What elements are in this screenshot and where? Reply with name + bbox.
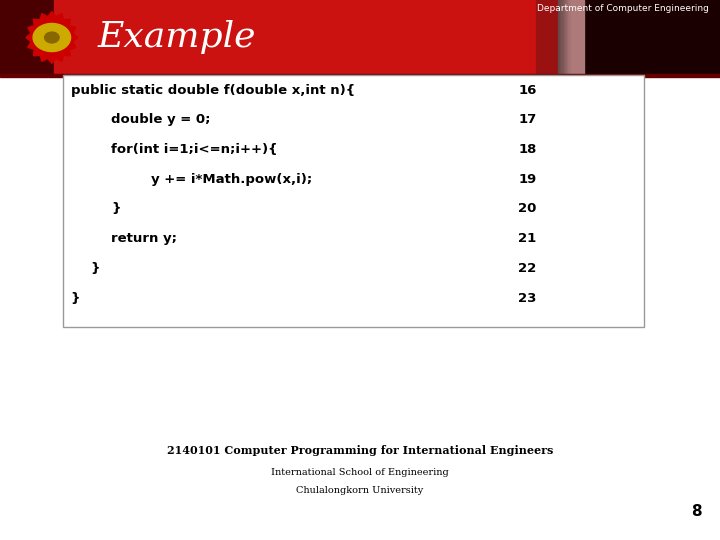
Bar xyxy=(564,0,577,75)
Text: International School of Engineering: International School of Engineering xyxy=(271,468,449,477)
Text: 17: 17 xyxy=(518,113,536,126)
Text: 22: 22 xyxy=(518,262,536,275)
Bar xyxy=(0,0,720,75)
Bar xyxy=(562,0,576,75)
Text: for(int i=1;i<=n;i++){: for(int i=1;i<=n;i++){ xyxy=(111,143,277,156)
Bar xyxy=(536,0,558,75)
Circle shape xyxy=(45,32,59,43)
Text: }: } xyxy=(91,262,100,275)
Text: 8: 8 xyxy=(691,504,702,519)
Text: }: } xyxy=(111,202,120,215)
Bar xyxy=(559,0,573,75)
Bar xyxy=(568,0,582,75)
Text: public static double f(double x,int n){: public static double f(double x,int n){ xyxy=(71,84,355,97)
Circle shape xyxy=(33,23,71,51)
FancyBboxPatch shape xyxy=(63,75,644,327)
Text: Example: Example xyxy=(97,21,256,55)
Text: 18: 18 xyxy=(518,143,537,156)
Bar xyxy=(570,0,584,75)
Bar xyxy=(54,0,536,75)
Bar xyxy=(562,0,575,75)
Bar xyxy=(570,0,583,75)
Text: y += i*Math.pow(x,i);: y += i*Math.pow(x,i); xyxy=(151,173,312,186)
Bar xyxy=(558,0,572,75)
Bar xyxy=(0,0,54,75)
Text: }: } xyxy=(71,292,80,305)
Text: 21: 21 xyxy=(518,232,536,245)
Text: 23: 23 xyxy=(518,292,537,305)
Text: 19: 19 xyxy=(518,173,536,186)
Bar xyxy=(566,0,580,75)
Text: Chulalongkorn University: Chulalongkorn University xyxy=(297,486,423,495)
Text: 2140101 Computer Programming for International Engineers: 2140101 Computer Programming for Interna… xyxy=(167,446,553,456)
Text: Department of Computer Engineering: Department of Computer Engineering xyxy=(537,4,709,14)
Text: double y = 0;: double y = 0; xyxy=(111,113,210,126)
Text: 20: 20 xyxy=(518,202,537,215)
Bar xyxy=(567,0,581,75)
Bar xyxy=(0,75,720,77)
Polygon shape xyxy=(26,11,78,63)
Text: return y;: return y; xyxy=(111,232,177,245)
Bar xyxy=(560,0,574,75)
Text: 16: 16 xyxy=(518,84,537,97)
Bar xyxy=(565,0,579,75)
